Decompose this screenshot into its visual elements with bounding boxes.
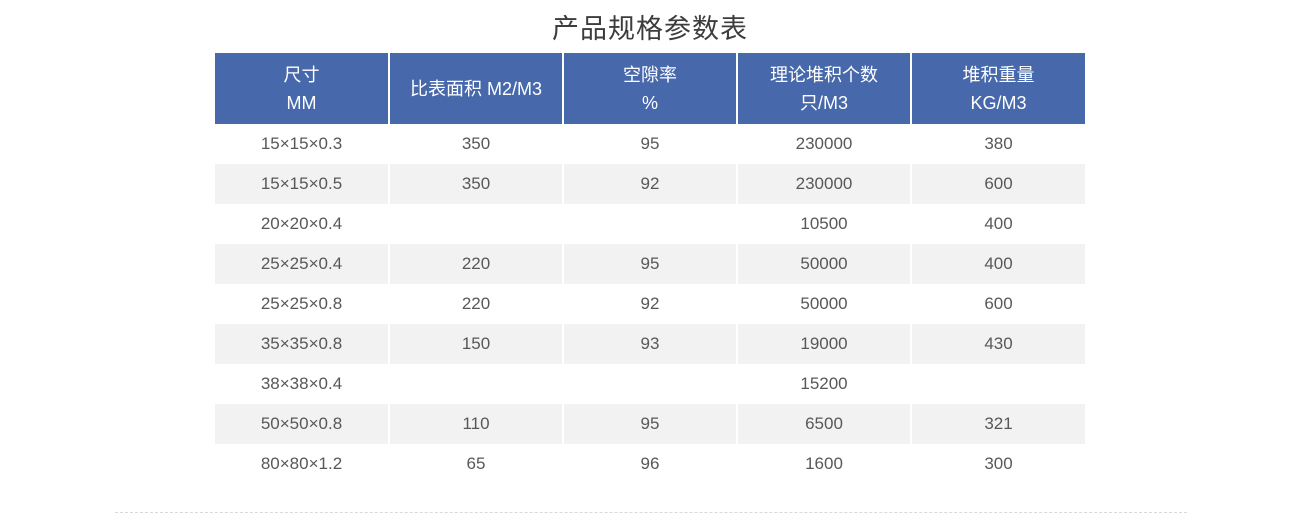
table-row: 15×15×0.3 350 95 230000 380: [215, 124, 1085, 164]
table-cell: 92: [562, 284, 737, 324]
column-header-line: 空隙率: [623, 64, 677, 85]
page-title: 产品规格参数表: [552, 14, 748, 44]
table-row: 15×15×0.5 350 92 230000 600: [215, 164, 1085, 204]
table-row: 38×38×0.4 15200: [215, 364, 1085, 404]
column-header-line: 只/M3: [799, 92, 848, 113]
table-cell: 95: [562, 124, 737, 164]
table-cell: 65: [388, 444, 563, 484]
table-cell: 96: [562, 444, 737, 484]
table-cell: 19000: [736, 324, 911, 364]
header-row: 尺寸 MM 比表面积 M2/M3 空隙率% 理论堆积个数 只/M3 堆积重量 KG/M3: [215, 53, 1085, 124]
table-body: 15×15×0.3 350 95 230000 380 15×15×0.5 350 92 230…: [215, 124, 1085, 484]
table-cell: 95: [562, 404, 737, 444]
table-row: 50×50×0.8 110 95 6500 321: [215, 404, 1085, 444]
column-header: 堆积重量 KG/M3: [910, 53, 1085, 124]
column-header-line: 比表面积 M2/M3: [409, 78, 542, 99]
table-cell: 20×20×0.4: [215, 204, 389, 244]
table-cell: 230000: [736, 124, 911, 164]
table-cell: 380: [910, 124, 1085, 164]
table-row: 25×25×0.8 220 92 50000 600: [215, 284, 1085, 324]
spec-table-grid: 尺寸 MM 比表面积 M2/M3 空隙率% 理论堆积个数 只/M3 堆积重量 KG/M3 15…: [215, 53, 1085, 484]
table-cell: 350: [388, 124, 563, 164]
table-cell: [562, 204, 737, 244]
table-cell: 93: [562, 324, 737, 364]
table-cell: 6500: [736, 404, 911, 444]
column-header-line: 堆积重量: [962, 64, 1035, 85]
table-cell: [388, 204, 563, 244]
table-cell: 50×50×0.8: [215, 404, 389, 444]
table-cell: 92: [562, 164, 737, 204]
table-cell: 15200: [736, 364, 911, 404]
column-header-line: %: [641, 92, 658, 113]
table-cell: 600: [910, 164, 1085, 204]
table-cell: 400: [910, 204, 1085, 244]
table-cell: [388, 364, 563, 404]
column-header: 空隙率%: [562, 53, 737, 124]
table-cell: 400: [910, 244, 1085, 284]
table-row: 20×20×0.4 10500 400: [215, 204, 1085, 244]
table-row: 25×25×0.4 220 95 50000 400: [215, 244, 1085, 284]
table-cell: 38×38×0.4: [215, 364, 389, 404]
table-cell: 15×15×0.3: [215, 124, 389, 164]
table-cell: 600: [910, 284, 1085, 324]
column-header-line: KG/M3: [970, 92, 1027, 113]
table-cell: 10500: [736, 204, 911, 244]
column-header-line: 理论堆积个数: [770, 64, 878, 85]
table-row: 35×35×0.8 150 93 19000 430: [215, 324, 1085, 364]
table-row: 80×80×1.2 65 96 1600 300: [215, 444, 1085, 484]
table-cell: 430: [910, 324, 1085, 364]
dashed-divider: [115, 512, 1187, 513]
column-header-line: MM: [286, 92, 317, 113]
table-cell: 220: [388, 244, 563, 284]
table-cell: 300: [910, 444, 1085, 484]
table-cell: 25×25×0.4: [215, 244, 389, 284]
table-cell: 35×35×0.8: [215, 324, 389, 364]
table-cell: 150: [388, 324, 563, 364]
table-cell: 95: [562, 244, 737, 284]
table-cell: 350: [388, 164, 563, 204]
table-cell: 321: [910, 404, 1085, 444]
column-header: 尺寸 MM: [215, 53, 389, 124]
table-cell: 230000: [736, 164, 911, 204]
table-cell: 80×80×1.2: [215, 444, 389, 484]
table-cell: [910, 364, 1085, 404]
table-cell: 1600: [736, 444, 911, 484]
column-header-line: 尺寸: [283, 64, 320, 85]
column-header: 理论堆积个数 只/M3: [736, 53, 911, 124]
table-cell: [562, 364, 737, 404]
spec-table: 尺寸 MM 比表面积 M2/M3 空隙率% 理论堆积个数 只/M3 堆积重量 KG/M3 15…: [215, 53, 1085, 484]
table-header: 尺寸 MM 比表面积 M2/M3 空隙率% 理论堆积个数 只/M3 堆积重量 KG/M3: [215, 53, 1085, 124]
table-cell: 50000: [736, 284, 911, 324]
table-cell: 220: [388, 284, 563, 324]
table-cell: 25×25×0.8: [215, 284, 389, 324]
table-cell: 50000: [736, 244, 911, 284]
table-cell: 15×15×0.5: [215, 164, 389, 204]
table-cell: 110: [388, 404, 563, 444]
column-header: 比表面积 M2/M3: [388, 53, 563, 124]
